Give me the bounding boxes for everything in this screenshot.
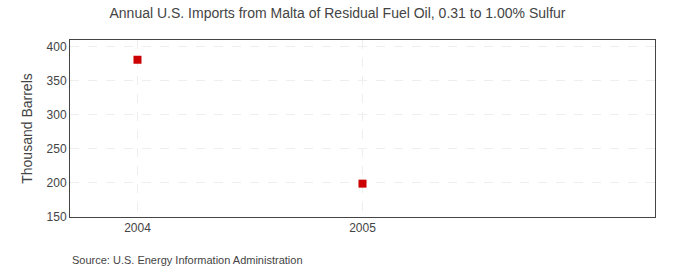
svg-text:Annual U.S. Imports from Malta: Annual U.S. Imports from Malta of Residu… (110, 5, 566, 21)
svg-text:250: 250 (47, 142, 67, 156)
svg-text:200: 200 (47, 176, 67, 190)
svg-text:150: 150 (47, 210, 67, 224)
svg-text:350: 350 (47, 74, 67, 88)
svg-text:2005: 2005 (349, 221, 376, 235)
svg-text:Source: U.S. Energy Informatio: Source: U.S. Energy Information Administ… (72, 254, 303, 266)
svg-text:300: 300 (47, 108, 67, 122)
svg-text:400: 400 (47, 40, 67, 54)
svg-text:Thousand Barrels: Thousand Barrels (19, 73, 35, 184)
svg-text:2004: 2004 (124, 221, 151, 235)
